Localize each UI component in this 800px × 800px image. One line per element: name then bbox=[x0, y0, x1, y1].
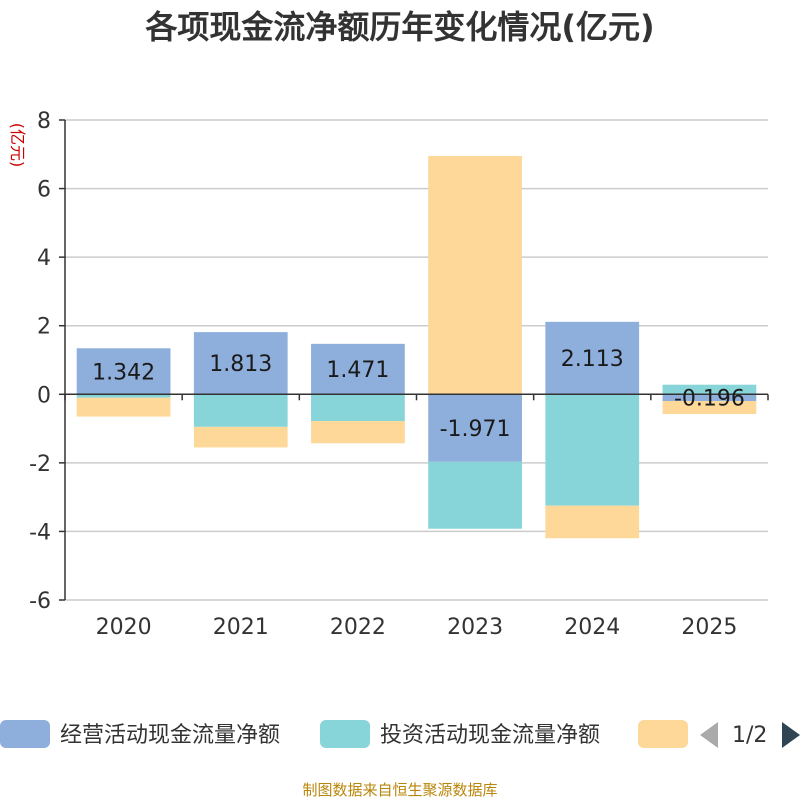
legend-label[interactable]: 经营活动现金流量净额 bbox=[60, 723, 280, 748]
legend-label[interactable]: 投资活动现金流量净额 bbox=[380, 723, 600, 748]
y-tick-label: 0 bbox=[37, 383, 51, 408]
axes: 8 6 4 2 0 -2 -4 -6 2020 2021 2022 2023 2024 2025 bbox=[29, 109, 769, 640]
x-tick-label: 2022 bbox=[330, 615, 386, 640]
bar-s2-2025[interactable] bbox=[662, 401, 757, 415]
bar-s1-2025[interactable] bbox=[662, 384, 757, 395]
x-tick-label: 2023 bbox=[447, 615, 503, 640]
x-tick-label: 2024 bbox=[564, 615, 620, 640]
x-tick-label: 2025 bbox=[681, 615, 737, 640]
bar-s1-2022[interactable] bbox=[311, 394, 405, 422]
bar-s0-2022[interactable] bbox=[311, 343, 405, 395]
legend-next-arrow-icon[interactable] bbox=[782, 722, 800, 748]
legend-swatch[interactable] bbox=[320, 720, 370, 748]
bar-s2-2021[interactable] bbox=[193, 426, 288, 448]
bar-s2-2022[interactable] bbox=[311, 421, 405, 444]
bar-s2-2020[interactable] bbox=[76, 397, 171, 417]
y-tick-label: 6 bbox=[37, 178, 51, 203]
source-footer: 制图数据来自恒生聚源数据库 bbox=[302, 781, 497, 799]
y-axis-unit-label: (亿元) bbox=[8, 123, 27, 168]
chart-title: 各项现金流净额历年变化情况(亿元) bbox=[145, 8, 654, 46]
legend[interactable]: 经营活动现金流量净额 投资活动现金流量净额 1/2 bbox=[0, 720, 800, 748]
y-tick-label: 2 bbox=[37, 315, 51, 340]
data-label: 1.813 bbox=[209, 352, 272, 377]
bar-s0-2020[interactable] bbox=[76, 348, 171, 395]
data-labels: 1.342 1.813 1.471 -1.971 2.113 -0.196 bbox=[92, 347, 745, 442]
bar-s1-2020[interactable] bbox=[76, 394, 171, 398]
legend-page-indicator: 1/2 bbox=[732, 723, 767, 748]
bar-s1-2024[interactable] bbox=[545, 394, 640, 506]
bar-s1-2023[interactable] bbox=[428, 461, 522, 529]
data-label: -0.196 bbox=[674, 387, 745, 412]
legend-prev-arrow-icon[interactable] bbox=[700, 722, 718, 748]
x-tick-label: 2020 bbox=[96, 615, 152, 640]
legend-swatch[interactable] bbox=[638, 720, 688, 748]
x-tick-label: 2021 bbox=[213, 615, 269, 640]
bar-s2-2024[interactable] bbox=[545, 505, 640, 539]
data-label: 1.342 bbox=[92, 360, 155, 385]
y-tick-label: 8 bbox=[37, 109, 51, 134]
bar-s0-2024[interactable] bbox=[545, 321, 640, 395]
data-label: 2.113 bbox=[561, 347, 624, 372]
bar-s0-2023[interactable] bbox=[428, 394, 522, 462]
data-label: 1.471 bbox=[326, 358, 389, 383]
legend-swatch[interactable] bbox=[0, 720, 50, 748]
bar-s2-2023[interactable] bbox=[428, 156, 522, 395]
data-label: -1.971 bbox=[440, 417, 511, 442]
y-tick-label: -6 bbox=[29, 589, 51, 614]
bar-s0-2021[interactable] bbox=[193, 332, 288, 395]
y-tick-label: -4 bbox=[29, 520, 51, 545]
bar-series-group bbox=[76, 156, 757, 539]
y-tick-label: -2 bbox=[29, 452, 51, 477]
bar-s1-2021[interactable] bbox=[193, 394, 288, 427]
y-tick-label: 4 bbox=[37, 246, 51, 271]
bar-s0-2025[interactable] bbox=[662, 394, 757, 402]
